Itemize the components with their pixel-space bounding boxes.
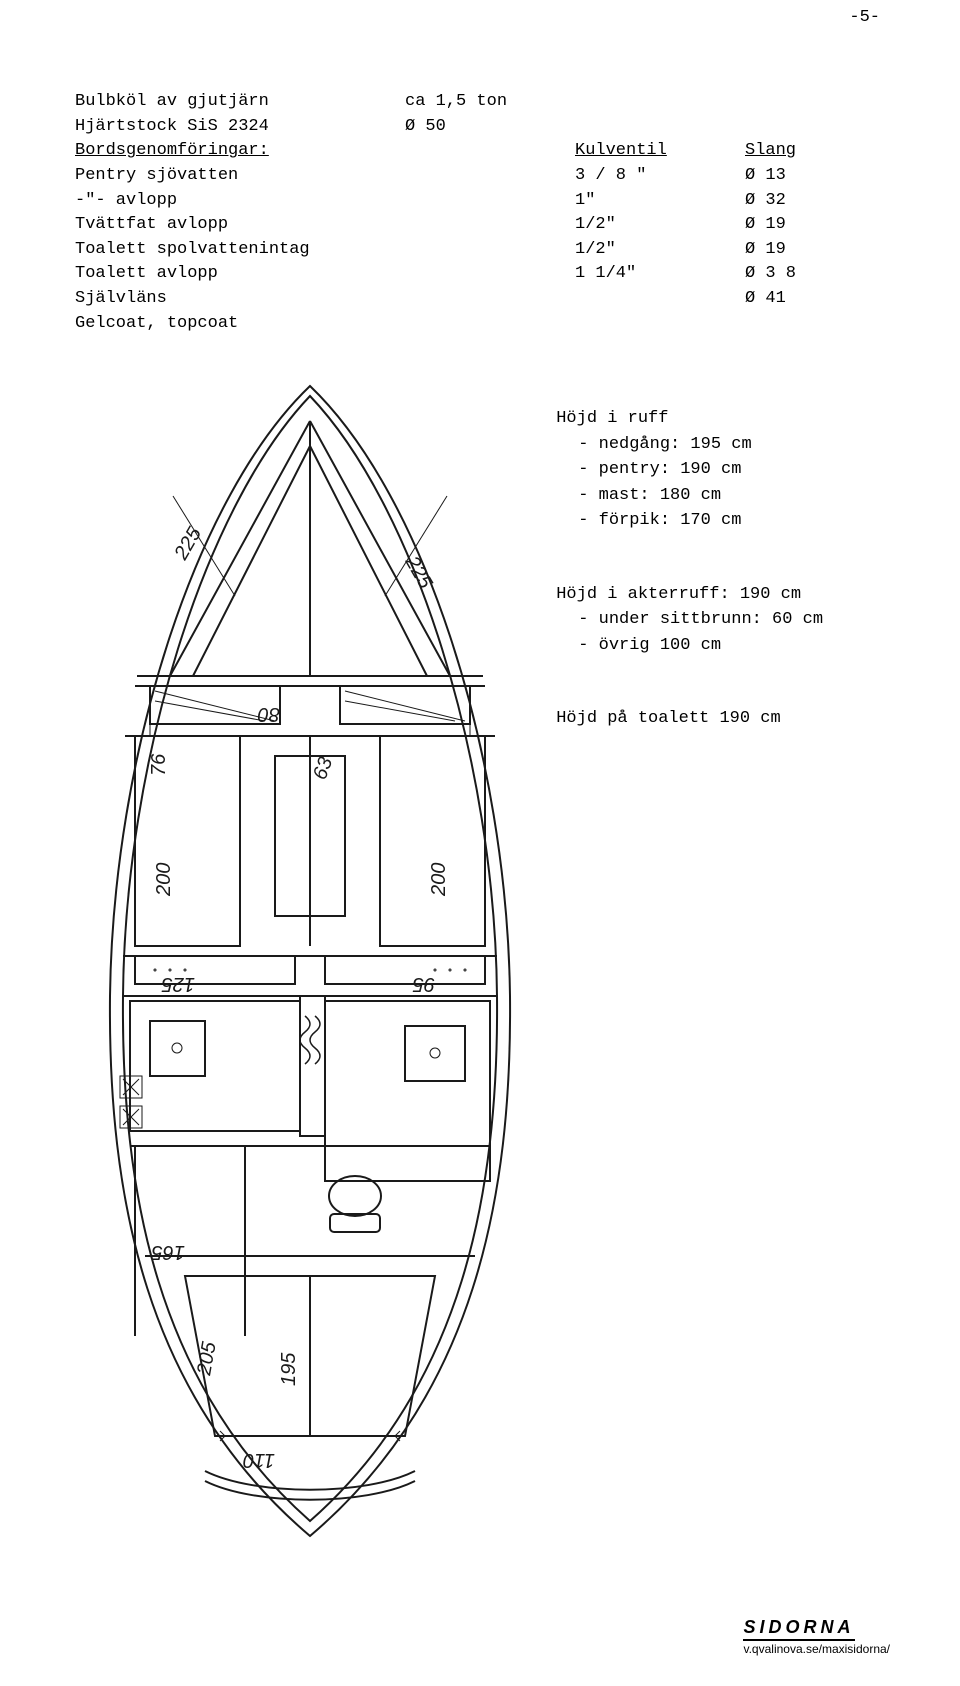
spec-cell: Ø 19	[745, 213, 845, 238]
ruff-line: - mast: 180 cm	[578, 483, 890, 509]
spec-cell	[405, 213, 575, 238]
spec-row: -"- avlopp 1"Ø 32	[75, 189, 895, 214]
spec-cell: Ø 32	[745, 189, 845, 214]
spec-cell	[405, 287, 575, 312]
footer-url: v.qvalinova.se/maxisidorna/	[743, 1641, 890, 1656]
dim-80: 80	[258, 703, 280, 725]
spec-cell	[575, 90, 745, 115]
spec-cell: Pentry sjövatten	[75, 164, 405, 189]
spec-cell	[745, 312, 845, 337]
spec-cell: ca 1,5 ton	[405, 90, 575, 115]
ruff-title: Höjd i ruff	[556, 406, 890, 432]
akterruff-title: Höjd i akterruff: 190 cm	[556, 582, 890, 608]
spec-cell: 3 / 8 "	[575, 164, 745, 189]
spec-cell: Kulventil	[575, 139, 745, 164]
spec-cell: 1/2"	[575, 238, 745, 263]
ruff-line: - pentry: 190 cm	[578, 457, 890, 483]
spec-cell: Toalett avlopp	[75, 262, 405, 287]
boat-plan-diagram: 225 225 80 76 63 200 200 125 95 165 205 …	[75, 366, 546, 1556]
spec-row: Pentry sjövatten 3 / 8 "Ø 13	[75, 164, 895, 189]
spec-cell: Hjärtstock SiS 2324	[75, 115, 405, 140]
spec-cell: Slang	[745, 139, 845, 164]
spec-cell: Ø 19	[745, 238, 845, 263]
spec-cell: Gelcoat, topcoat	[75, 312, 405, 337]
ruff-line: - förpik: 170 cm	[578, 508, 890, 534]
dim-125: 125	[161, 973, 195, 995]
dim-200-left: 200	[153, 863, 175, 897]
dim-195: 195	[278, 1352, 300, 1386]
page-number: -5-	[849, 8, 880, 27]
spec-cell	[405, 312, 575, 337]
spec-row: Bordsgenomföringar: KulventilSlang	[75, 139, 895, 164]
spec-row: Toalett spolvattenintag 1/2" Ø 19	[75, 238, 895, 263]
spec-cell: Bulbköl av gjutjärn	[75, 90, 405, 115]
spec-cell: Bordsgenomföringar:	[75, 139, 405, 164]
toalett-height: Höjd på toalett 190 cm	[556, 706, 890, 732]
spec-row: Bulbköl av gjutjärnca 1,5 ton	[75, 90, 895, 115]
spec-cell	[405, 238, 575, 263]
spec-cell	[745, 90, 845, 115]
spec-cell: Tvättfat avlopp	[75, 213, 405, 238]
spec-cell: 1/2"	[575, 213, 745, 238]
spec-row: Tvättfat avlopp 1/2"Ø 19	[75, 213, 895, 238]
spec-cell: Ø 13	[745, 164, 845, 189]
footer: SIDORNA v.qvalinova.se/maxisidorna/	[743, 1617, 890, 1656]
spec-cell	[405, 189, 575, 214]
dim-95: 95	[412, 973, 435, 995]
spec-cell	[745, 115, 845, 140]
spec-cell: Ø 50	[405, 115, 575, 140]
spec-cell	[575, 287, 745, 312]
akterruff-line: - under sittbrunn: 60 cm	[578, 607, 890, 633]
spec-table: Bulbköl av gjutjärnca 1,5 tonHjärtstock …	[75, 90, 895, 336]
spec-row: Hjärtstock SiS 2324Ø 50	[75, 115, 895, 140]
dim-205: 205	[193, 1340, 221, 1379]
akterruff-line: - övrig 100 cm	[578, 633, 890, 659]
dim-165: 165	[151, 1241, 185, 1263]
dim-110: 110	[243, 1449, 275, 1471]
spec-cell	[575, 115, 745, 140]
spec-cell	[405, 262, 575, 287]
ruff-line: - nedgång: 195 cm	[578, 432, 890, 458]
spec-row: Toalett avlopp 1 1/4"Ø 3 8	[75, 262, 895, 287]
spec-cell: Ø 3 8	[745, 262, 845, 287]
spec-cell	[405, 164, 575, 189]
spec-cell	[575, 312, 745, 337]
spec-row: Gelcoat, topcoat	[75, 312, 895, 337]
spec-cell: -"- avlopp	[75, 189, 405, 214]
footer-logo: SIDORNA	[743, 1617, 854, 1641]
spec-cell	[405, 139, 575, 164]
dim-76: 76	[148, 753, 170, 776]
spec-cell: Självläns	[75, 287, 405, 312]
dim-200-right: 200	[428, 863, 450, 897]
spec-cell: Ø 41	[745, 287, 845, 312]
spec-cell: 1"	[575, 189, 745, 214]
dim-225-left: 225	[170, 523, 207, 565]
spec-cell: 1 1/4"	[575, 262, 745, 287]
spec-cell: Toalett spolvattenintag	[75, 238, 405, 263]
dim-63: 63	[309, 755, 337, 783]
spec-row: Självläns Ø 41	[75, 287, 895, 312]
height-notes: Höjd i ruff - nedgång: 195 cm- pentry: 1…	[546, 366, 890, 1556]
